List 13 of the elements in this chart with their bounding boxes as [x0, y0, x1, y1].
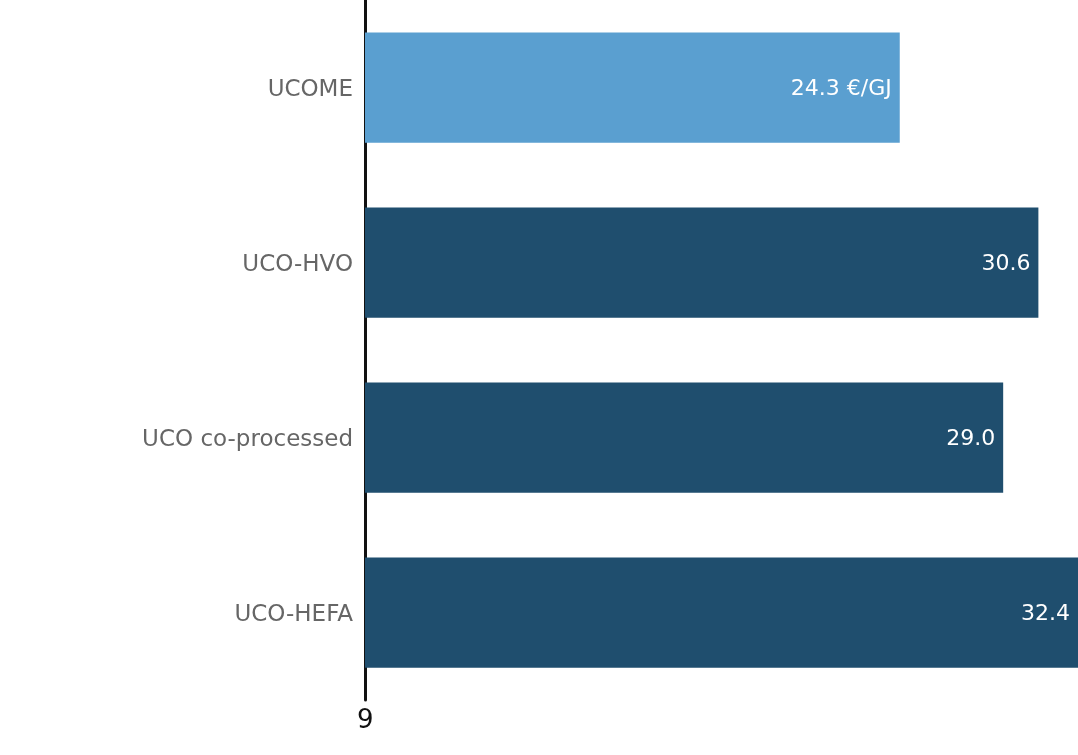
y-tick-label: UCO-HEFA: [234, 599, 354, 626]
data-label: 32.4: [1021, 600, 1070, 625]
data-label: 29.0: [946, 425, 996, 450]
y-tick-label: UCO co-processed: [142, 424, 353, 451]
y-tick-label: UCOME: [267, 74, 353, 101]
data-label: 30.6: [981, 250, 1031, 275]
bar: [365, 382, 1004, 493]
bar: [365, 207, 1039, 318]
y-tick-label: UCO-HVO: [242, 249, 353, 276]
data-label: 24.3 €/GJ: [790, 75, 892, 100]
bar: [365, 32, 900, 143]
text: 9: [357, 704, 374, 734]
bar: [365, 557, 1078, 668]
